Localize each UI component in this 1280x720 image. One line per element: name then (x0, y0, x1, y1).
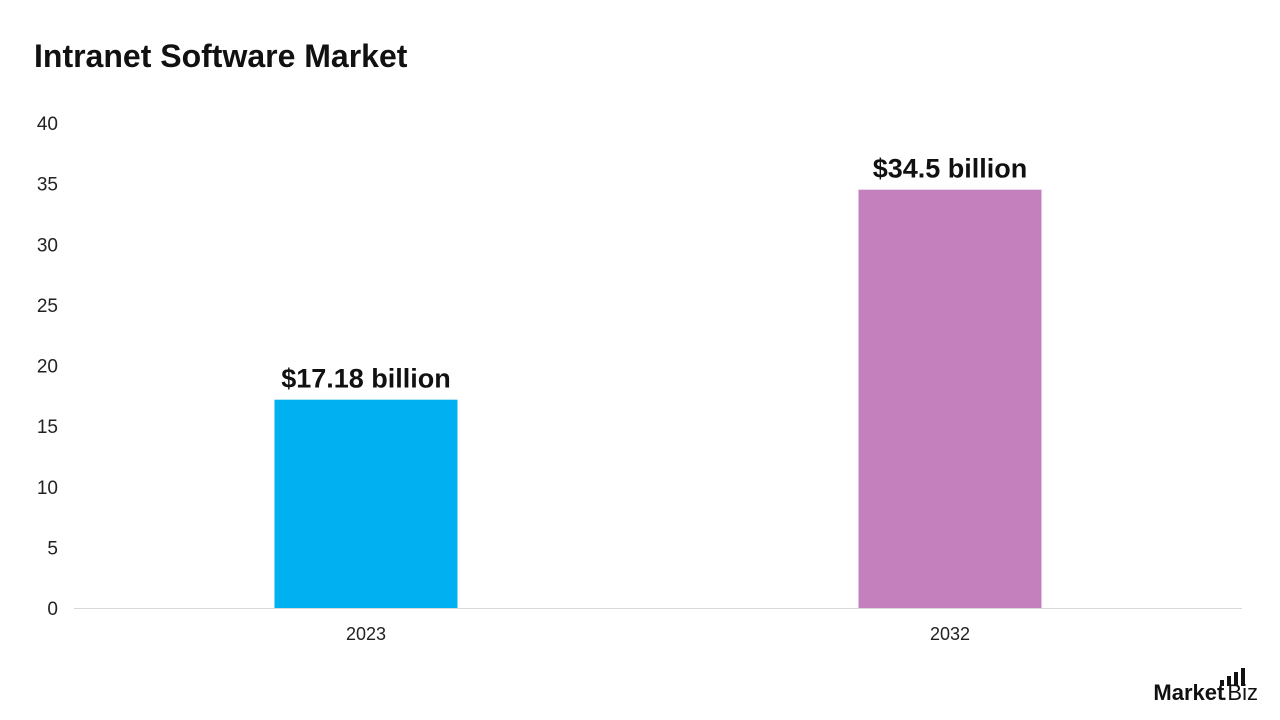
y-tick-label: 20 (37, 357, 58, 378)
x-tick-label: 2032 (930, 624, 970, 644)
y-tick-label: 15 (37, 417, 58, 438)
bar-chart-logo-icon (1220, 668, 1246, 686)
bars (274, 189, 1042, 608)
y-tick-label: 0 (47, 599, 58, 620)
y-tick-label: 25 (37, 296, 58, 317)
x-axis: 2023 2032 (346, 624, 970, 644)
y-tick-label: 10 (37, 478, 58, 499)
data-label: $17.18 billion (281, 364, 451, 394)
bar-2032 (858, 189, 1042, 608)
bar-2023 (274, 399, 458, 608)
y-axis: 0 5 10 15 20 25 30 35 40 (37, 114, 58, 620)
y-tick-label: 30 (37, 235, 58, 256)
x-tick-label: 2023 (346, 624, 386, 644)
chart-title: Intranet Software Market (34, 38, 408, 74)
data-label: $34.5 billion (873, 154, 1028, 184)
data-labels: $17.18 billion $34.5 billion (281, 154, 1027, 394)
y-tick-label: 5 (47, 538, 58, 559)
y-tick-label: 35 (37, 175, 58, 196)
y-tick-label: 40 (37, 114, 58, 135)
brand-logo: Market .Biz (1153, 668, 1258, 706)
logo-text-market: Market (1153, 680, 1225, 705)
